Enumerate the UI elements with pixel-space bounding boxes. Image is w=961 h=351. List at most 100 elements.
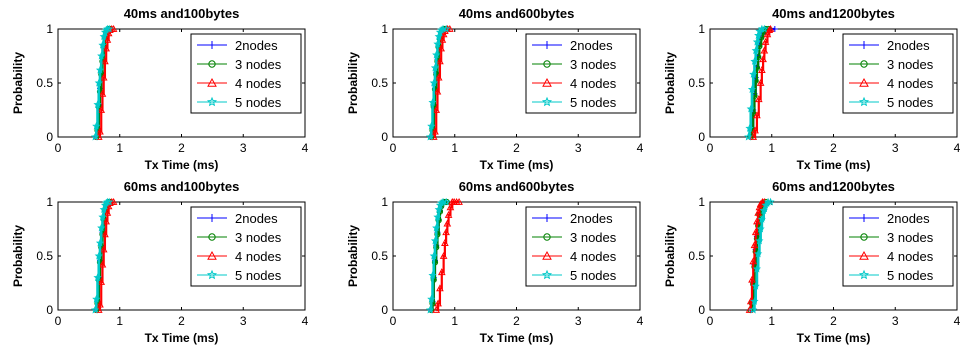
data-point xyxy=(744,132,753,141)
data-point xyxy=(432,50,441,59)
x-axis-label: Tx Time (ms) xyxy=(797,331,871,345)
y-axis-label: Probability xyxy=(11,52,25,114)
series-4 xyxy=(425,24,451,141)
x-tick-label: 2 xyxy=(513,314,520,328)
panel-title: 60ms and1200bytes xyxy=(772,179,895,194)
data-point xyxy=(434,299,442,307)
x-tick-label: 1 xyxy=(768,141,775,155)
data-point xyxy=(99,245,108,253)
data-point xyxy=(441,239,449,246)
data-point xyxy=(747,85,757,93)
y-tick-label: 1 xyxy=(381,22,388,36)
panel-3: 40ms and1200bytes 0 1 2 3 4 0 0.5 1 Tx Time (ms) P… xyxy=(663,6,961,172)
legend-marker xyxy=(541,269,553,280)
series-4 xyxy=(425,197,451,314)
legend-label: 3 nodes xyxy=(887,57,934,72)
y-tick-label: 1 xyxy=(698,22,705,36)
panel-1: 40ms and100bytes 0 1 2 3 4 0 0.5 1 Tx Time (ms) Pr… xyxy=(11,6,309,172)
data-point xyxy=(429,251,438,260)
y-tick-label: 0.5 xyxy=(371,76,388,90)
y-tick-label: 0 xyxy=(381,303,388,317)
data-point xyxy=(439,30,448,38)
data-point xyxy=(425,305,435,314)
legend-marker xyxy=(541,96,553,107)
panel-5: 60ms and600bytes 0 1 2 3 4 0 0.5 1 Tx Time (ms) Pr… xyxy=(346,179,644,345)
legend-box xyxy=(525,206,637,287)
legend-marker xyxy=(208,214,216,222)
panel-title: 40ms and1200bytes xyxy=(772,6,895,21)
y-tick-label: 0.5 xyxy=(371,249,388,263)
y-tick-label: 0 xyxy=(46,130,53,144)
x-tick-label: 0 xyxy=(390,314,397,328)
data-point xyxy=(751,46,760,55)
y-tick-label: 0.5 xyxy=(36,76,53,90)
data-point xyxy=(430,236,440,245)
data-point xyxy=(761,37,770,45)
legend-marker xyxy=(860,60,868,68)
x-tick-label: 0 xyxy=(55,314,62,328)
data-point xyxy=(444,210,453,218)
data-point xyxy=(442,197,451,206)
data-point xyxy=(749,132,758,140)
legend-label: 4 nodes xyxy=(570,76,617,91)
data-point xyxy=(751,281,760,290)
data-point xyxy=(436,284,444,292)
data-point xyxy=(750,241,759,249)
data-point xyxy=(442,24,451,33)
x-tick-label: 1 xyxy=(451,314,458,328)
y-tick-label: 0 xyxy=(381,130,388,144)
data-point xyxy=(90,132,100,141)
legend: 2nodes 3 nodes 4 nodes 5 nodes xyxy=(525,206,637,287)
series-line xyxy=(748,27,765,139)
x-tick-label: 2 xyxy=(513,141,520,155)
data-point xyxy=(745,124,754,132)
y-tick-label: 0 xyxy=(698,303,705,317)
data-point xyxy=(751,228,760,236)
data-point xyxy=(442,228,450,236)
x-tick-label: 0 xyxy=(707,314,714,328)
legend-label: 2nodes xyxy=(570,211,613,226)
legend-marker xyxy=(543,214,551,222)
legend-marker xyxy=(859,250,869,260)
data-point xyxy=(761,200,770,209)
x-tick-label: 1 xyxy=(768,314,775,328)
data-point xyxy=(101,57,109,65)
data-point xyxy=(428,98,437,106)
data-point xyxy=(434,32,443,41)
legend-label: 3 nodes xyxy=(235,230,282,245)
x-tick-label: 4 xyxy=(954,141,961,155)
data-point xyxy=(759,55,767,63)
data-point xyxy=(432,305,441,313)
legend-marker xyxy=(207,250,217,260)
data-point xyxy=(432,105,441,113)
legend-marker xyxy=(860,41,868,49)
data-point xyxy=(97,51,106,60)
legend-box xyxy=(842,206,954,287)
legend-label: 4 nodes xyxy=(570,249,617,264)
legend: 2nodes 3 nodes 4 nodes 5 nodes xyxy=(842,206,954,287)
data-point xyxy=(436,57,444,65)
x-tick-label: 1 xyxy=(451,141,458,155)
legend-label: 5 nodes xyxy=(235,268,282,283)
legend-label: 3 nodes xyxy=(570,230,617,245)
data-point xyxy=(428,271,437,279)
data-point xyxy=(427,121,436,130)
data-point xyxy=(437,268,446,276)
data-point xyxy=(98,40,107,49)
data-point xyxy=(96,127,104,135)
legend-label: 5 nodes xyxy=(570,268,617,283)
data-point xyxy=(99,73,108,81)
x-tick-label: 4 xyxy=(637,141,644,155)
legend-marker xyxy=(542,77,552,87)
panel-title: 60ms and600bytes xyxy=(459,179,575,194)
data-point xyxy=(746,104,755,113)
x-tick-label: 3 xyxy=(892,141,899,155)
y-tick-label: 1 xyxy=(698,195,705,209)
legend-label: 5 nodes xyxy=(570,95,617,110)
legend-label: 2nodes xyxy=(570,38,613,53)
data-point xyxy=(754,249,763,258)
data-point xyxy=(749,70,758,78)
y-tick-label: 1 xyxy=(381,195,388,209)
legend-marker xyxy=(858,96,870,107)
